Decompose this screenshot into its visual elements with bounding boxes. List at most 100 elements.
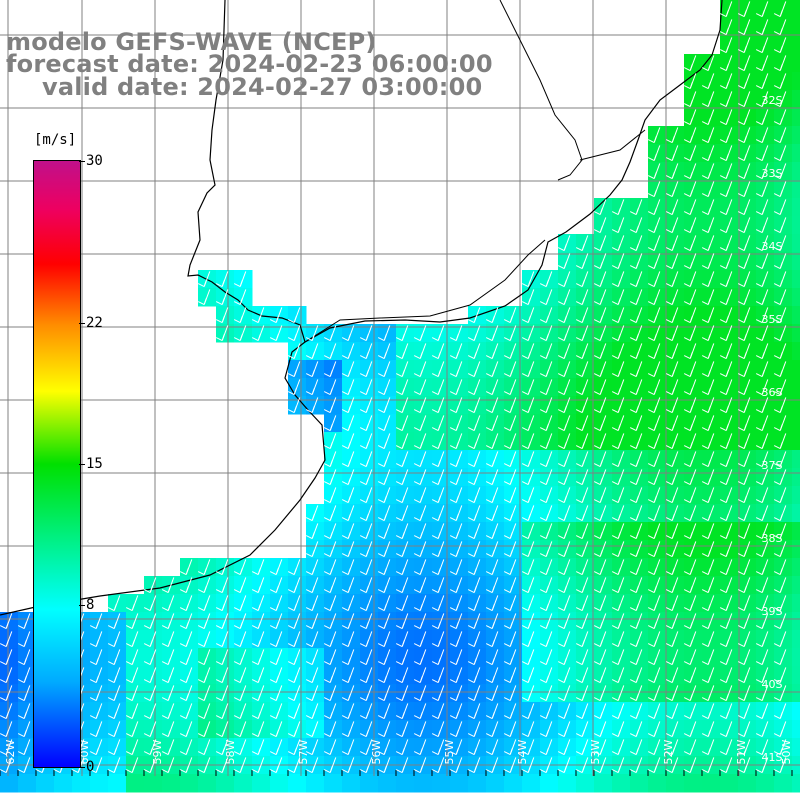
wind-arrow [539,379,553,395]
wind-arrow [449,757,463,773]
wind-arrow [701,181,715,197]
wind-arrow [701,667,715,683]
wind-arrow [449,595,463,611]
wind-arrow [0,685,13,701]
wind-arrow [755,163,769,179]
wind-arrow [701,469,715,485]
wind-arrow [269,649,283,665]
wind-arrow [773,343,787,359]
wind-arrow [539,325,553,341]
wind-arrow [503,667,517,683]
wind-arrow [719,541,733,557]
wind-arrow [665,487,679,503]
wind-arrow [611,685,625,701]
wind-arrow [737,73,751,89]
wind-arrow [647,379,661,395]
wind-arrow [341,757,355,773]
wind-arrow [593,523,607,539]
wind-arrow [539,595,553,611]
wind-arrow [341,685,355,701]
wind-arrow [377,739,391,755]
wind-arrow [377,685,391,701]
wind-arrow [521,379,535,395]
wind-arrow [521,325,535,341]
wind-arrow [143,703,157,719]
wind-arrow [611,433,625,449]
wind-arrow [593,217,607,233]
wind-arrow [683,163,697,179]
wind-arrow [629,487,643,503]
wind-arrow [701,505,715,521]
wind-speed-cell [792,288,800,307]
wind-arrow [467,433,481,449]
wind-speed-cell [522,774,541,793]
wind-speed-cell [684,774,703,793]
wind-arrow [485,433,499,449]
wind-arrow [755,451,769,467]
wind-arrow [629,757,643,773]
colorbar-tickmark [79,464,85,465]
wind-arrow [431,379,445,395]
wind-arrow [431,757,445,773]
wind-arrow [611,631,625,647]
wind-arrow [773,19,787,35]
wind-arrow [557,379,571,395]
wind-arrow [611,379,625,395]
wind-speed-cell [792,90,800,109]
wind-arrow [665,721,679,737]
wind-arrow [665,559,679,575]
wind-arrow [431,325,445,341]
wind-arrow [359,415,373,431]
wind-arrow [521,433,535,449]
wind-arrow [341,415,355,431]
wind-arrow [17,613,31,629]
wind-arrow [323,325,337,341]
wind-arrow [521,685,535,701]
longitude-label: 59W [151,739,164,764]
wind-arrow [719,253,733,269]
wind-arrow [539,541,553,557]
wind-speed-cell [792,0,800,19]
wind-arrow [215,325,229,341]
latitude-label: 36S [762,386,783,399]
wind-arrow [539,487,553,503]
wind-arrow [413,685,427,701]
wind-arrow [629,253,643,269]
wind-arrow [593,505,607,521]
wind-arrow [755,307,769,323]
wind-arrow [611,289,625,305]
wind-speed-cell [306,774,325,793]
latitude-label: 39S [762,605,783,618]
wind-arrow [539,667,553,683]
wind-arrow [755,343,769,359]
wind-arrow [629,415,643,431]
wind-arrow [467,397,481,413]
wind-arrow [665,217,679,233]
wind-arrow [629,289,643,305]
wind-arrow [755,397,769,413]
wind-speed-cell [792,378,800,397]
wind-arrow [539,577,553,593]
wind-arrow [647,325,661,341]
wind-arrow [773,253,787,269]
wind-arrow [341,631,355,647]
wind-arrow [341,721,355,737]
wind-arrow [0,649,13,665]
wind-arrow [485,451,499,467]
wind-arrow [467,469,481,485]
wind-arrow [593,325,607,341]
wind-arrow [719,595,733,611]
wind-arrow [665,667,679,683]
wind-arrow [665,271,679,287]
wind-arrow [305,739,319,755]
wind-arrow [611,721,625,737]
wind-arrow [629,325,643,341]
wind-arrow [107,613,121,629]
wind-arrow [521,451,535,467]
wind-arrow [593,739,607,755]
wind-arrow [665,127,679,143]
wind-speed-cell [234,774,253,793]
wind-arrow [179,667,193,683]
wind-arrow [773,235,787,251]
wind-arrow [323,487,337,503]
